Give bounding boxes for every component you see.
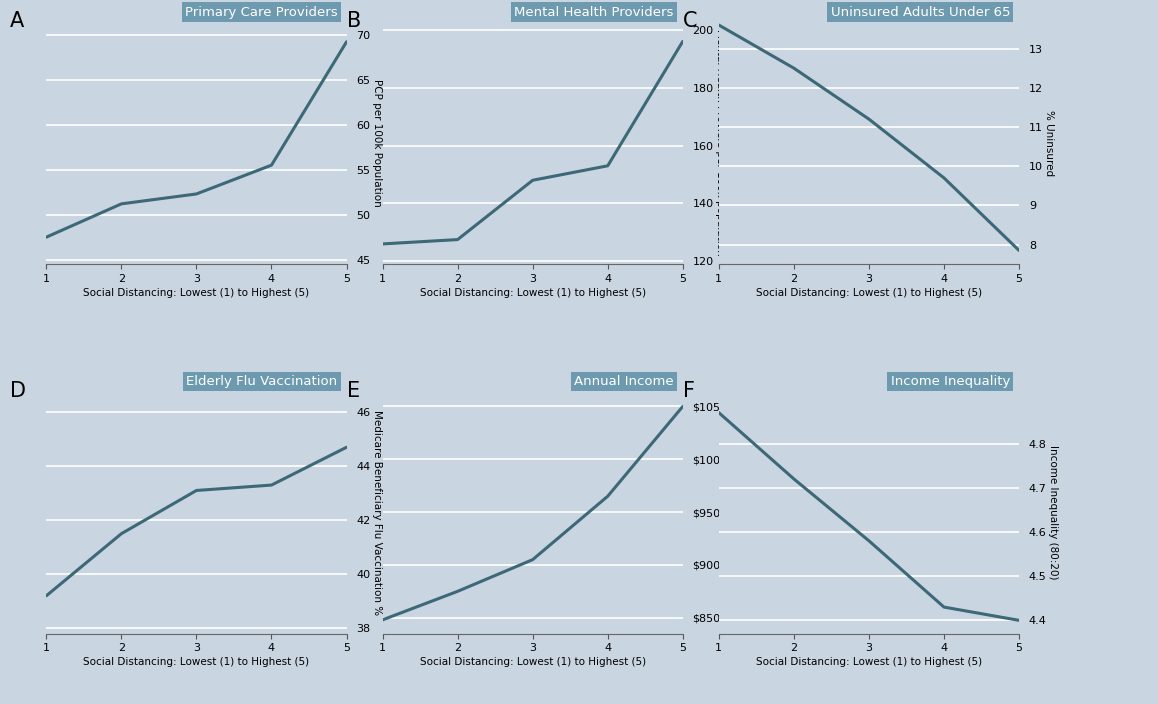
- Text: B: B: [346, 11, 361, 32]
- Text: A: A: [10, 11, 24, 32]
- Y-axis label: PCP per 100k Population: PCP per 100k Population: [372, 79, 381, 206]
- Text: D: D: [10, 381, 27, 401]
- Y-axis label: 80th Percentile Income ($): 80th Percentile Income ($): [742, 443, 753, 581]
- Text: E: E: [346, 381, 360, 401]
- Y-axis label: Mental Health Proviers per 100k population: Mental Health Proviers per 100k populati…: [714, 30, 725, 256]
- Text: C: C: [683, 11, 697, 32]
- X-axis label: Social Distancing: Lowest (1) to Highest (5): Social Distancing: Lowest (1) to Highest…: [419, 658, 646, 667]
- Text: F: F: [683, 381, 695, 401]
- X-axis label: Social Distancing: Lowest (1) to Highest (5): Social Distancing: Lowest (1) to Highest…: [756, 288, 982, 298]
- X-axis label: Social Distancing: Lowest (1) to Highest (5): Social Distancing: Lowest (1) to Highest…: [756, 658, 982, 667]
- Text: Mental Health Providers: Mental Health Providers: [514, 6, 674, 19]
- Text: Annual Income: Annual Income: [574, 375, 674, 388]
- Text: Primary Care Providers: Primary Care Providers: [185, 6, 337, 19]
- X-axis label: Social Distancing: Lowest (1) to Highest (5): Social Distancing: Lowest (1) to Highest…: [83, 658, 309, 667]
- X-axis label: Social Distancing: Lowest (1) to Highest (5): Social Distancing: Lowest (1) to Highest…: [419, 288, 646, 298]
- Y-axis label: % Uninsured: % Uninsured: [1045, 110, 1054, 176]
- Y-axis label: Income Inequality (80:20): Income Inequality (80:20): [1048, 445, 1057, 579]
- Text: Elderly Flu Vaccination: Elderly Flu Vaccination: [186, 375, 337, 388]
- X-axis label: Social Distancing: Lowest (1) to Highest (5): Social Distancing: Lowest (1) to Highest…: [83, 288, 309, 298]
- Text: Income Inequality: Income Inequality: [891, 375, 1010, 388]
- Y-axis label: Medicare Beneficiary Flu Vaccination %: Medicare Beneficiary Flu Vaccination %: [372, 410, 382, 615]
- Text: Uninsured Adults Under 65: Uninsured Adults Under 65: [830, 6, 1010, 19]
